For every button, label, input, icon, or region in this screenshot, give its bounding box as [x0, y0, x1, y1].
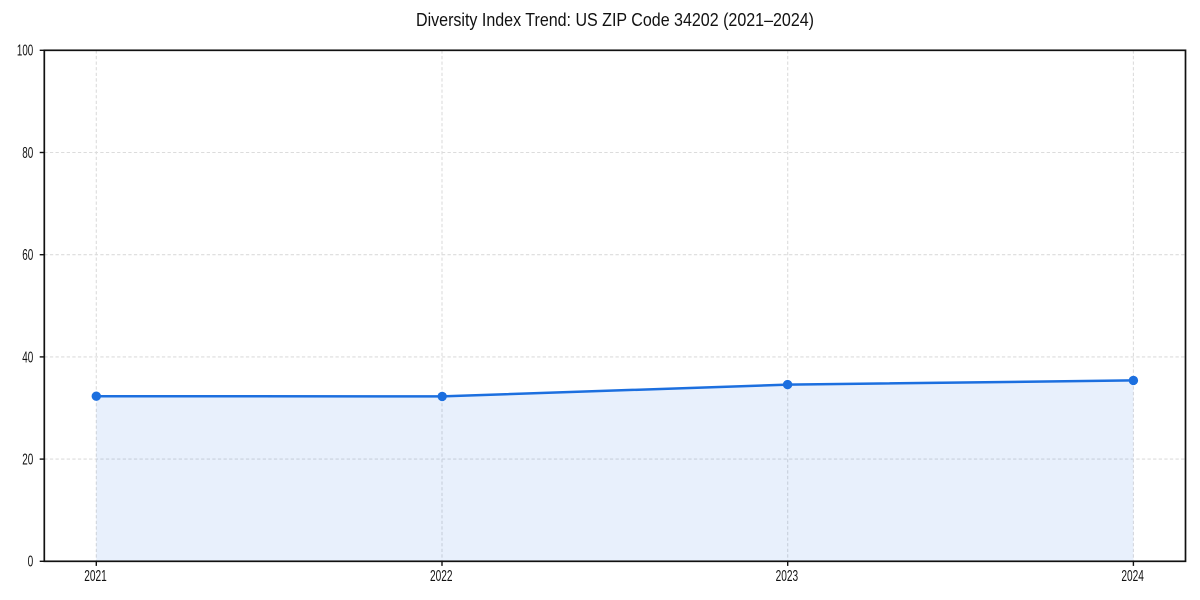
svg-text:20: 20	[22, 452, 33, 469]
svg-text:2024: 2024	[1121, 568, 1144, 585]
svg-text:60: 60	[22, 247, 33, 264]
svg-text:2023: 2023	[776, 568, 799, 585]
svg-text:Diversity Index Trend: US ZIP: Diversity Index Trend: US ZIP Code 34202…	[416, 9, 814, 30]
svg-text:40: 40	[22, 349, 33, 366]
svg-text:0: 0	[28, 554, 34, 571]
svg-text:80: 80	[22, 145, 33, 162]
svg-text:2021: 2021	[84, 568, 107, 585]
svg-text:100: 100	[17, 43, 33, 60]
svg-text:2022: 2022	[430, 568, 453, 585]
